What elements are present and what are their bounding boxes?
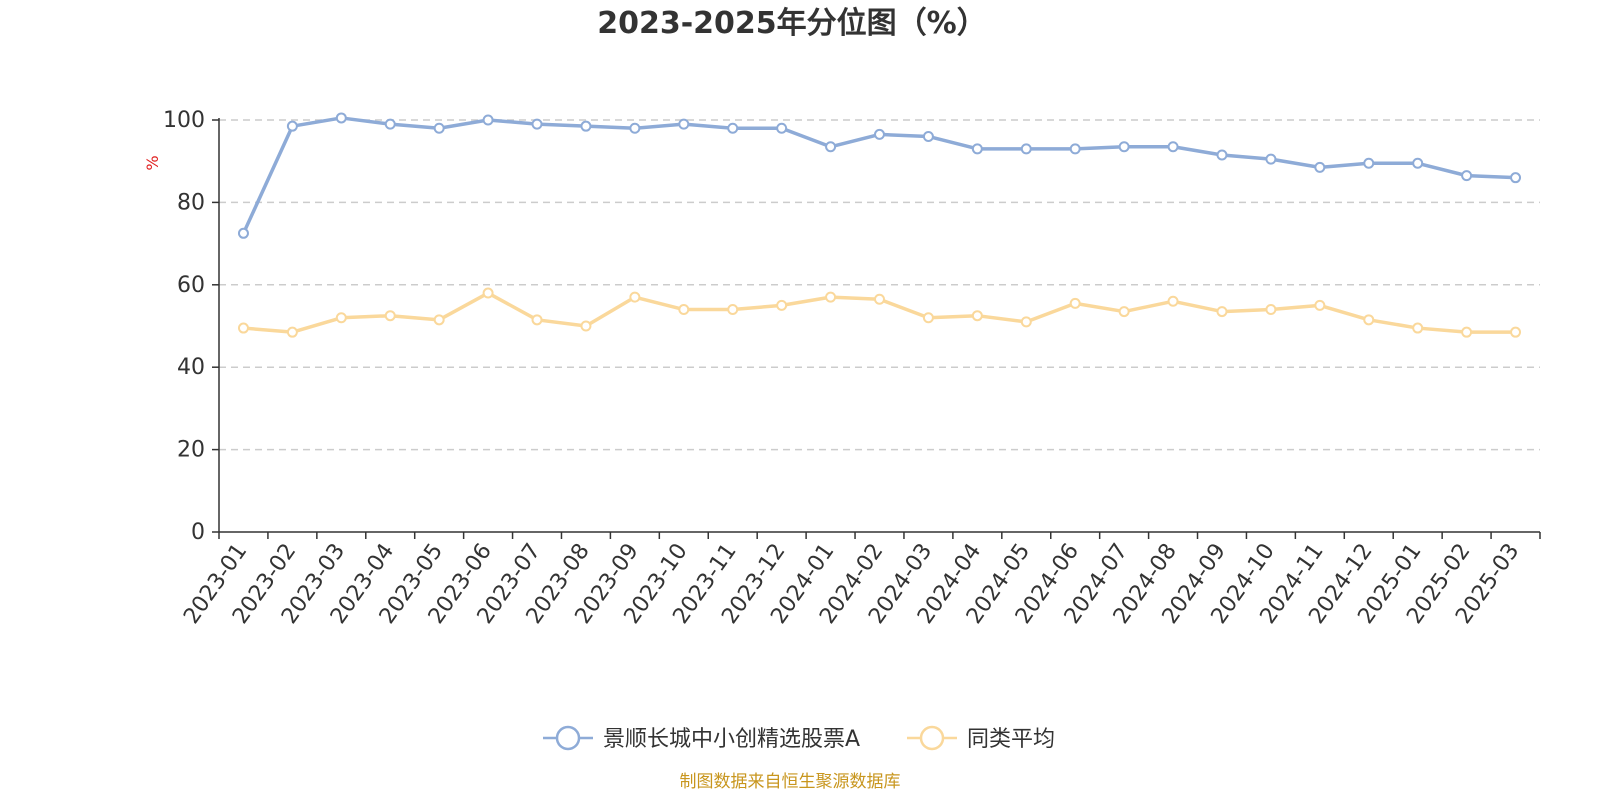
data-point-1-21[interactable] <box>1265 304 1277 316</box>
data-point-1-6[interactable] <box>531 314 543 326</box>
data-point-1-24[interactable] <box>1412 322 1424 334</box>
data-point-0-21[interactable] <box>1265 153 1277 165</box>
data-point-0-10[interactable] <box>727 122 739 134</box>
data-point-0-16[interactable] <box>1020 143 1032 155</box>
chart-title: 2023-2025年分位图（%） <box>597 6 987 41</box>
series-0 <box>237 112 1522 239</box>
legend-item-1[interactable]: 同类平均 <box>907 725 1055 752</box>
legend-label: 同类平均 <box>967 727 1055 752</box>
data-point-1-15[interactable] <box>971 310 983 322</box>
data-point-1-4[interactable] <box>433 314 445 326</box>
data-point-1-3[interactable] <box>384 310 396 322</box>
data-point-0-9[interactable] <box>678 118 690 130</box>
data-point-1-10[interactable] <box>727 304 739 316</box>
legend[interactable]: 景顺长城中小创精选股票A 同类平均 <box>543 725 1055 752</box>
y-tick-label: 0 <box>191 520 205 545</box>
data-point-1-25[interactable] <box>1461 326 1473 338</box>
data-point-1-14[interactable] <box>922 312 934 324</box>
series-group <box>237 112 1522 338</box>
y-tick-label: 80 <box>177 190 205 215</box>
data-point-0-23[interactable] <box>1363 157 1375 169</box>
data-point-0-7[interactable] <box>580 120 592 132</box>
data-point-0-0[interactable] <box>237 227 249 239</box>
data-point-1-20[interactable] <box>1216 306 1228 318</box>
data-point-0-2[interactable] <box>335 112 347 124</box>
series-1 <box>237 287 1522 338</box>
data-point-0-14[interactable] <box>922 130 934 142</box>
y-axis-label: % <box>143 155 162 170</box>
data-point-1-26[interactable] <box>1510 326 1522 338</box>
data-point-1-23[interactable] <box>1363 314 1375 326</box>
data-point-0-13[interactable] <box>874 128 885 140</box>
y-tick-label: 60 <box>177 273 205 298</box>
legend-circle-icon <box>919 725 945 751</box>
legend-item-0[interactable]: 景顺长城中小创精选股票A <box>543 725 860 752</box>
data-point-1-8[interactable] <box>629 291 641 303</box>
data-point-0-19[interactable] <box>1167 141 1179 153</box>
data-point-0-1[interactable] <box>286 120 298 132</box>
data-point-0-24[interactable] <box>1412 157 1424 169</box>
data-point-0-20[interactable] <box>1216 149 1228 161</box>
data-point-0-18[interactable] <box>1118 141 1130 153</box>
data-point-1-7[interactable] <box>580 320 592 332</box>
y-tick-label: 40 <box>177 355 205 380</box>
data-point-1-2[interactable] <box>335 312 347 324</box>
data-point-0-17[interactable] <box>1069 143 1081 155</box>
data-point-1-9[interactable] <box>678 304 690 316</box>
data-point-1-19[interactable] <box>1167 295 1179 307</box>
data-point-0-12[interactable] <box>825 141 837 153</box>
data-point-1-13[interactable] <box>874 293 885 305</box>
data-point-1-16[interactable] <box>1020 316 1032 328</box>
data-point-0-8[interactable] <box>629 122 641 134</box>
data-point-0-6[interactable] <box>531 118 543 130</box>
axes: 0204060801002023-012023-022023-032023-04… <box>163 108 1541 629</box>
y-tick-label: 20 <box>177 438 205 463</box>
data-point-0-26[interactable] <box>1510 172 1522 184</box>
data-point-1-1[interactable] <box>286 326 298 338</box>
data-point-1-12[interactable] <box>825 291 837 303</box>
data-point-0-3[interactable] <box>384 118 396 130</box>
grid-lines <box>219 119 1540 451</box>
data-point-1-11[interactable] <box>776 299 788 311</box>
data-point-1-0[interactable] <box>237 322 249 334</box>
data-point-0-4[interactable] <box>433 122 445 134</box>
data-point-0-11[interactable] <box>776 122 788 134</box>
legend-circle-icon <box>555 725 581 751</box>
data-point-0-22[interactable] <box>1314 161 1326 173</box>
data-point-0-15[interactable] <box>971 143 983 155</box>
data-point-1-5[interactable] <box>482 287 494 299</box>
legend-label: 景顺长城中小创精选股票A <box>603 727 860 752</box>
y-tick-label: 100 <box>163 108 205 133</box>
data-source-note: 制图数据来自恒生聚源数据库 <box>680 772 901 792</box>
data-point-1-17[interactable] <box>1069 297 1081 309</box>
data-point-1-22[interactable] <box>1314 299 1326 311</box>
data-point-1-18[interactable] <box>1118 306 1130 318</box>
data-point-0-5[interactable] <box>482 114 494 126</box>
data-point-0-25[interactable] <box>1461 170 1473 182</box>
